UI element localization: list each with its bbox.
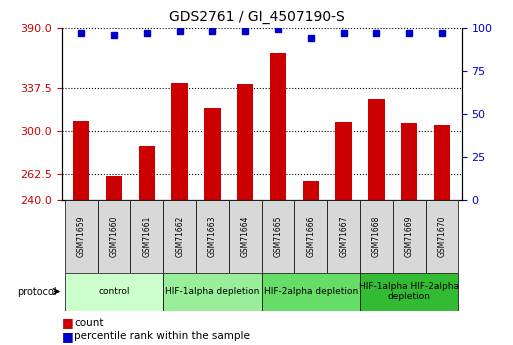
Text: GSM71668: GSM71668 — [372, 216, 381, 257]
Text: GSM71663: GSM71663 — [208, 216, 217, 257]
Text: GSM71659: GSM71659 — [77, 216, 86, 257]
Text: GSM71661: GSM71661 — [142, 216, 151, 257]
Bar — [360, 200, 393, 273]
Bar — [401, 123, 418, 200]
Bar — [204, 108, 221, 200]
Text: GDS2761 / GI_4507190-S: GDS2761 / GI_4507190-S — [169, 10, 344, 24]
Text: GSM71660: GSM71660 — [110, 216, 119, 257]
Bar — [65, 200, 97, 273]
Bar — [393, 200, 426, 273]
Text: HIF-2alpha depletion: HIF-2alpha depletion — [264, 287, 358, 296]
Bar — [368, 99, 385, 200]
Text: GSM71669: GSM71669 — [405, 216, 413, 257]
Text: ■: ■ — [62, 330, 73, 343]
Text: GSM71664: GSM71664 — [241, 216, 250, 257]
Text: protocol: protocol — [17, 287, 56, 296]
Text: GSM71667: GSM71667 — [339, 216, 348, 257]
Text: GSM71666: GSM71666 — [306, 216, 315, 257]
Bar — [262, 273, 360, 310]
Bar — [106, 176, 122, 200]
Bar — [97, 200, 130, 273]
Bar — [237, 84, 253, 200]
Bar — [270, 53, 286, 200]
Text: GSM71665: GSM71665 — [273, 216, 283, 257]
Text: control: control — [98, 287, 130, 296]
Bar — [229, 200, 262, 273]
Text: HIF-1alpha HIF-2alpha
depletion: HIF-1alpha HIF-2alpha depletion — [359, 282, 459, 301]
Bar — [360, 273, 459, 310]
Bar — [139, 146, 155, 200]
Bar — [65, 273, 163, 310]
Bar — [336, 122, 352, 200]
Bar — [171, 83, 188, 200]
Bar — [196, 200, 229, 273]
Text: ■: ■ — [62, 316, 73, 329]
Bar — [262, 200, 294, 273]
Bar — [303, 180, 319, 200]
Bar — [130, 200, 163, 273]
Text: percentile rank within the sample: percentile rank within the sample — [74, 332, 250, 341]
Bar — [73, 121, 89, 200]
Bar — [327, 200, 360, 273]
Bar — [294, 200, 327, 273]
Text: GSM71670: GSM71670 — [438, 216, 446, 257]
Bar — [163, 200, 196, 273]
Bar — [163, 273, 262, 310]
Text: GSM71662: GSM71662 — [175, 216, 184, 257]
Text: HIF-1alpha depletion: HIF-1alpha depletion — [165, 287, 260, 296]
Bar — [434, 125, 450, 200]
Text: count: count — [74, 318, 104, 327]
Bar — [426, 200, 459, 273]
